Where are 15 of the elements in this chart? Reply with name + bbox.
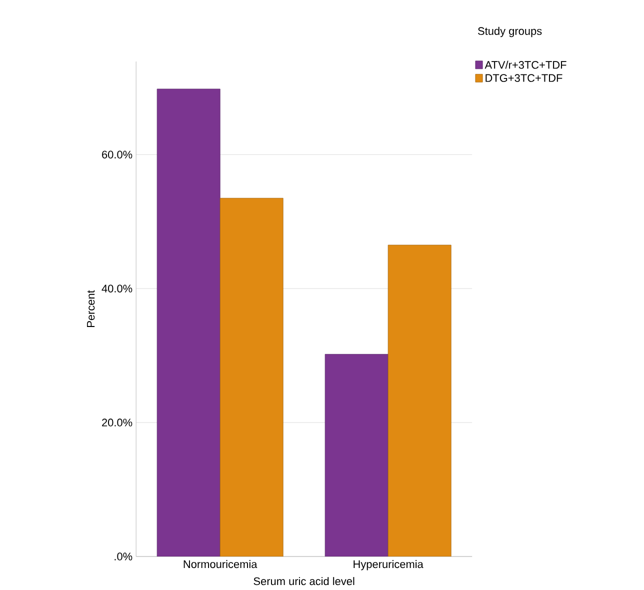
y-tick-label: 60.0% — [102, 150, 132, 158]
x-tick-label: Normouricemia — [184, 560, 258, 568]
bar — [156, 88, 220, 556]
legend-label: ATV/r+3TC+TDF — [484, 60, 566, 69]
y-tick-label: .0% — [114, 552, 132, 560]
legend-label: DTG+3TC+TDF — [486, 74, 562, 82]
x-tick-label: Hyperuricemia — [354, 560, 424, 570]
y-axis-title: Percent — [87, 290, 95, 327]
bar — [324, 354, 388, 556]
y-tick-label: 20.0% — [102, 418, 132, 426]
legend-title: Study groups — [478, 26, 542, 38]
x-axis-title: Serum uric acid level — [254, 577, 354, 586]
bar — [220, 198, 284, 556]
y-tick-label: 40.0% — [102, 284, 132, 292]
bar — [388, 244, 452, 556]
